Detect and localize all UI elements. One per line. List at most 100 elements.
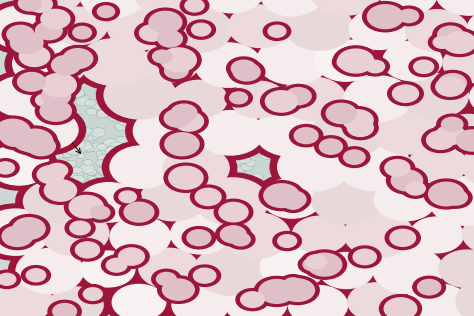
Ellipse shape xyxy=(110,146,173,188)
Ellipse shape xyxy=(248,138,257,143)
Ellipse shape xyxy=(372,107,442,154)
Ellipse shape xyxy=(0,140,57,190)
Ellipse shape xyxy=(161,48,196,72)
Ellipse shape xyxy=(0,159,19,177)
Ellipse shape xyxy=(0,122,36,149)
Ellipse shape xyxy=(195,188,221,205)
Ellipse shape xyxy=(52,7,108,45)
Ellipse shape xyxy=(422,128,459,153)
Ellipse shape xyxy=(241,163,253,171)
Ellipse shape xyxy=(315,136,347,157)
Ellipse shape xyxy=(180,0,209,15)
Ellipse shape xyxy=(311,247,381,294)
Ellipse shape xyxy=(36,22,62,40)
Ellipse shape xyxy=(428,0,474,20)
Ellipse shape xyxy=(189,173,276,231)
Ellipse shape xyxy=(118,155,133,164)
Ellipse shape xyxy=(55,126,65,132)
Ellipse shape xyxy=(87,175,97,181)
Ellipse shape xyxy=(0,273,16,285)
Ellipse shape xyxy=(135,22,169,44)
Ellipse shape xyxy=(452,127,474,154)
Ellipse shape xyxy=(261,0,323,16)
Ellipse shape xyxy=(67,133,76,139)
Ellipse shape xyxy=(91,75,99,79)
Ellipse shape xyxy=(10,105,86,155)
Ellipse shape xyxy=(135,181,149,190)
Ellipse shape xyxy=(79,39,149,85)
Ellipse shape xyxy=(119,191,137,203)
Ellipse shape xyxy=(137,175,148,182)
Ellipse shape xyxy=(240,190,248,196)
Ellipse shape xyxy=(220,226,246,243)
Ellipse shape xyxy=(116,82,130,91)
Ellipse shape xyxy=(96,110,105,115)
Ellipse shape xyxy=(399,9,419,22)
Ellipse shape xyxy=(218,277,295,316)
Ellipse shape xyxy=(386,167,427,194)
Ellipse shape xyxy=(163,209,238,259)
Ellipse shape xyxy=(338,49,374,73)
Ellipse shape xyxy=(44,2,115,50)
Ellipse shape xyxy=(281,280,355,316)
Ellipse shape xyxy=(138,189,151,197)
Ellipse shape xyxy=(264,184,300,208)
Ellipse shape xyxy=(71,175,85,184)
Ellipse shape xyxy=(65,160,77,167)
Ellipse shape xyxy=(92,101,107,110)
Ellipse shape xyxy=(380,295,421,316)
Ellipse shape xyxy=(294,128,318,143)
Ellipse shape xyxy=(68,23,96,42)
Ellipse shape xyxy=(107,157,118,164)
Ellipse shape xyxy=(85,168,97,175)
Ellipse shape xyxy=(144,8,186,36)
Ellipse shape xyxy=(129,116,138,122)
Ellipse shape xyxy=(454,138,474,192)
Ellipse shape xyxy=(281,143,296,152)
Ellipse shape xyxy=(253,0,331,21)
Ellipse shape xyxy=(72,0,154,22)
Ellipse shape xyxy=(83,160,92,166)
Ellipse shape xyxy=(223,184,230,188)
Ellipse shape xyxy=(0,270,20,289)
Ellipse shape xyxy=(241,292,264,307)
Ellipse shape xyxy=(71,167,82,174)
Ellipse shape xyxy=(270,144,283,153)
Ellipse shape xyxy=(114,188,141,206)
Ellipse shape xyxy=(153,50,172,63)
Ellipse shape xyxy=(436,77,465,96)
Ellipse shape xyxy=(44,126,54,132)
Ellipse shape xyxy=(7,25,34,43)
Ellipse shape xyxy=(90,143,105,152)
Ellipse shape xyxy=(280,191,306,208)
Ellipse shape xyxy=(112,284,166,316)
Ellipse shape xyxy=(166,101,201,125)
Ellipse shape xyxy=(128,179,141,187)
Ellipse shape xyxy=(128,191,145,201)
Ellipse shape xyxy=(304,104,392,163)
Ellipse shape xyxy=(216,223,251,246)
Ellipse shape xyxy=(235,144,243,149)
Ellipse shape xyxy=(50,100,56,104)
Ellipse shape xyxy=(45,180,76,201)
Ellipse shape xyxy=(95,70,105,76)
Ellipse shape xyxy=(16,249,83,294)
Ellipse shape xyxy=(6,29,48,57)
Ellipse shape xyxy=(410,217,464,253)
Ellipse shape xyxy=(64,128,74,134)
Ellipse shape xyxy=(189,265,220,286)
Ellipse shape xyxy=(281,77,346,120)
Ellipse shape xyxy=(160,130,204,159)
Ellipse shape xyxy=(12,126,57,156)
Ellipse shape xyxy=(66,189,76,195)
Ellipse shape xyxy=(95,85,111,95)
Ellipse shape xyxy=(95,185,110,195)
Ellipse shape xyxy=(125,123,136,130)
Ellipse shape xyxy=(278,235,297,247)
Ellipse shape xyxy=(212,146,223,153)
Ellipse shape xyxy=(156,141,237,195)
Ellipse shape xyxy=(135,85,146,92)
Ellipse shape xyxy=(129,179,139,185)
Ellipse shape xyxy=(470,78,474,115)
Ellipse shape xyxy=(105,146,121,156)
